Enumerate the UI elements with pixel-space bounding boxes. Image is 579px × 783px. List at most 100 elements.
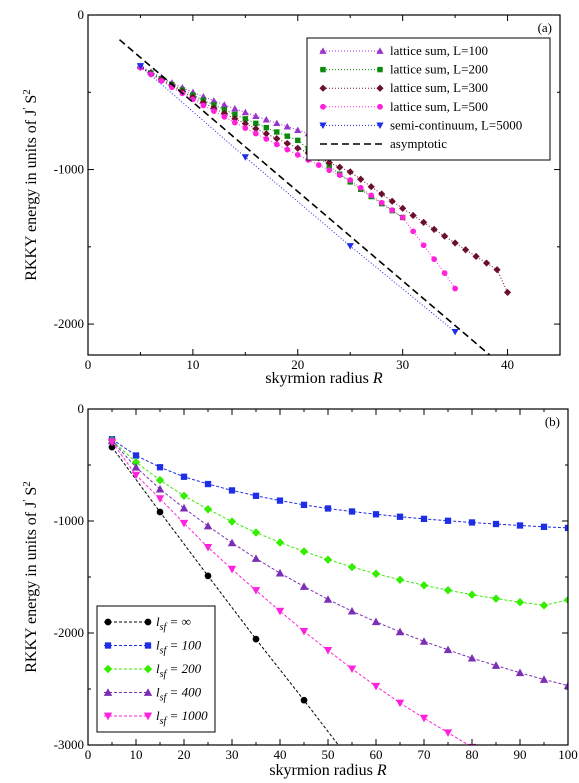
legend-item: lsf = 100 [104, 638, 202, 657]
data-point [396, 513, 404, 520]
data-point [294, 126, 302, 134]
plot-area [118, 39, 512, 355]
data-point [252, 125, 260, 133]
legend-marker [143, 688, 153, 696]
data-point [227, 538, 237, 547]
y-axis-label: RKKY energy in units of J' S2 [21, 481, 40, 673]
data-point [493, 266, 501, 274]
data-point [204, 572, 212, 580]
data-point [273, 141, 280, 148]
y-tick-label: -1000 [54, 162, 84, 177]
data-point [227, 565, 237, 574]
data-point [409, 211, 417, 220]
data-point [251, 587, 261, 595]
data-point [155, 495, 165, 503]
x-tick-label: 90 [514, 747, 527, 762]
data-point [420, 242, 427, 249]
x-tick-label: 80 [466, 747, 479, 762]
data-point [539, 601, 549, 610]
data-point [204, 480, 212, 488]
data-point [295, 137, 301, 144]
data-point [300, 696, 308, 704]
data-point [451, 328, 459, 336]
legend-marker [143, 664, 153, 674]
data-point [284, 133, 290, 139]
data-point [367, 183, 375, 191]
data-point [346, 168, 354, 176]
data-point [539, 675, 549, 683]
data-point [399, 214, 406, 221]
legend-label: semi-continuum, L=5000 [390, 117, 522, 132]
data-point [131, 471, 141, 480]
data-point [395, 627, 405, 636]
series-line-1 [111, 438, 568, 529]
data-point [540, 523, 548, 530]
data-point [491, 594, 501, 603]
series-line-4 [140, 65, 456, 333]
data-point [275, 538, 285, 547]
data-point [252, 492, 260, 499]
x-tick-label: 100 [558, 747, 578, 762]
data-point [273, 135, 281, 143]
x-tick-label: 10 [186, 357, 199, 372]
data-point [399, 204, 407, 212]
data-point [395, 699, 405, 708]
legend-label: lattice sum, L=300 [390, 80, 488, 95]
data-point [482, 259, 491, 267]
data-point [132, 452, 140, 459]
legend-marker [144, 618, 152, 626]
plot-frame [87, 408, 569, 746]
data-point [284, 146, 291, 153]
legend-label: lattice sum, L=100 [390, 43, 488, 58]
data-point [220, 101, 228, 108]
x-tick-label: 20 [291, 357, 304, 372]
data-point [357, 175, 365, 183]
data-point [443, 586, 453, 595]
y-tick-label: 0 [78, 7, 85, 22]
data-point [516, 522, 524, 529]
legend-marker [104, 642, 112, 649]
ticks: 0 10 20 30 40 0 -1000 -2000 [54, 7, 560, 372]
data-point [251, 528, 261, 537]
y-tick-label: -2000 [54, 316, 84, 331]
legend-item: lattice sum, L=100 [319, 43, 488, 58]
legend-item: lsf = 400 [103, 685, 202, 704]
data-point [451, 239, 459, 247]
legend-marker [319, 47, 327, 54]
legend-label: lsf = 1000 [156, 708, 208, 727]
data-point [107, 438, 117, 447]
data-point [299, 547, 309, 556]
legend-marker [103, 712, 113, 721]
data-point [108, 443, 116, 451]
data-point [371, 617, 381, 626]
x-tick-label: 40 [501, 357, 514, 372]
data-point [419, 581, 429, 590]
data-point [336, 172, 343, 178]
data-point [492, 520, 500, 528]
data-point [221, 113, 228, 120]
data-point [241, 154, 249, 161]
data-point [294, 151, 301, 158]
data-point [357, 184, 364, 191]
legend: lsf = ∞ lsf = 100 lsf = 200 lsf = 400 lsf = … [96, 605, 216, 733]
data-point [203, 543, 213, 552]
data-point [467, 654, 477, 662]
y-axis-label: RKKY energy in units of J' S2 [21, 89, 40, 281]
x-tick-label: 10 [130, 747, 143, 762]
data-point [420, 218, 428, 226]
data-point [252, 635, 260, 643]
data-point [336, 163, 344, 171]
data-point [253, 120, 259, 127]
data-point [346, 243, 354, 250]
legend-marker [144, 642, 152, 649]
data-point [131, 463, 141, 471]
series-line-0 [111, 446, 339, 745]
data-point [347, 606, 357, 615]
data-point [263, 124, 270, 131]
data-point [431, 256, 438, 263]
data-point [441, 232, 449, 240]
plot-frame [87, 14, 561, 356]
legend-item: lsf = 1000 [103, 708, 208, 727]
series-line-3 [111, 440, 568, 687]
